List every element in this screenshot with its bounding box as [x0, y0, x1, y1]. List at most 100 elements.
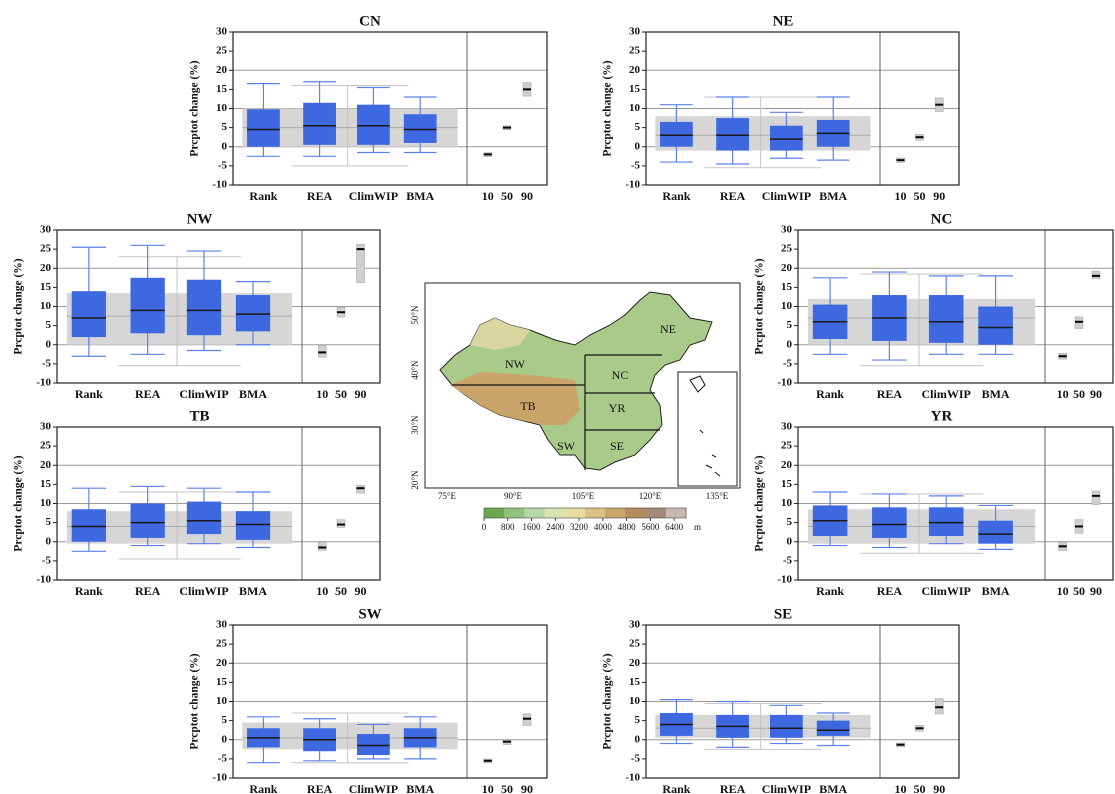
y-tick-label: -10: [777, 574, 792, 586]
percentile-label: 50: [501, 782, 513, 794]
x-tick-label: ClimWIP: [349, 782, 398, 794]
y-tick-label: 20: [781, 459, 793, 471]
y-tick-label: -5: [631, 159, 641, 171]
y-tick-label: 20: [40, 459, 52, 471]
y-axis-label: Prcptot change (%): [754, 455, 766, 551]
colorbar-segment: [665, 508, 687, 518]
percentile-label: 90: [1090, 584, 1102, 598]
percentile-label: 90: [521, 189, 533, 203]
y-tick-label: -5: [783, 357, 793, 369]
colorbar-segment: [605, 508, 626, 518]
y-tick-label: 15: [781, 478, 793, 490]
lon-label: 75°E: [438, 491, 457, 501]
y-tick-label: 30: [40, 421, 52, 433]
percentile-label: 10: [895, 782, 907, 794]
y-tick-label: 15: [629, 83, 641, 95]
box: [130, 277, 165, 334]
region-label: YR: [609, 401, 626, 415]
y-axis-label: Prcptot change (%): [754, 258, 766, 354]
x-tick-label: Rank: [75, 584, 103, 598]
colorbar-unit: m: [694, 522, 701, 532]
x-tick-label: BMA: [239, 584, 267, 598]
y-tick-label: -5: [631, 752, 641, 764]
percentile-label: 10: [482, 782, 494, 794]
colorbar-tick-label: 5600: [641, 522, 660, 532]
y-tick-label: 5: [222, 714, 228, 726]
y-tick-label: -10: [212, 772, 227, 784]
x-tick-label: BMA: [982, 387, 1010, 401]
colorbar-tick-label: 0: [482, 522, 487, 532]
highland: [470, 318, 530, 350]
box: [130, 503, 165, 538]
colorbar-tick-label: 6400: [665, 522, 684, 532]
map: [424, 282, 741, 489]
lon-label: 105°E: [572, 491, 595, 501]
y-tick-label: 15: [216, 83, 228, 95]
percentile-label: 10: [482, 189, 494, 203]
y-tick-label: 10: [781, 497, 793, 509]
box: [71, 291, 106, 338]
y-tick-label: 20: [216, 657, 228, 669]
x-tick-label: BMA: [982, 584, 1010, 598]
inset: [677, 371, 738, 487]
region-label: SE: [610, 439, 624, 453]
y-tick-label: -10: [625, 179, 640, 191]
x-tick-label: ClimWIP: [922, 584, 971, 598]
y-tick-label: 0: [46, 338, 52, 350]
percentile-label: 10: [316, 387, 328, 401]
x-tick-label: Rank: [816, 387, 844, 401]
x-tick-label: ClimWIP: [179, 387, 228, 401]
y-tick-label: 5: [787, 516, 793, 528]
percentile-label: 50: [335, 387, 347, 401]
box: [357, 104, 390, 145]
y-tick-label: 10: [629, 695, 641, 707]
y-tick-label: 25: [40, 243, 52, 255]
box: [403, 114, 437, 143]
y-tick-label: 25: [216, 638, 228, 650]
box: [928, 507, 964, 537]
box: [357, 734, 390, 756]
y-axis-label: Prcptot change (%): [189, 60, 201, 156]
y-tick-label: 20: [216, 64, 228, 76]
y-tick-label: 10: [40, 300, 52, 312]
y-axis-label: Prcptot change (%): [13, 258, 25, 354]
x-tick-label: BMA: [406, 782, 434, 794]
y-tick-label: -10: [777, 377, 792, 389]
colorbar-segment: [504, 508, 525, 518]
colorbar-segment: [484, 508, 505, 518]
x-tick-label: ClimWIP: [179, 584, 228, 598]
y-axis-label: Prcptot change (%): [602, 653, 614, 749]
y-tick-label: 25: [40, 440, 52, 452]
percentile-label: 10: [316, 584, 328, 598]
percentile-label: 90: [933, 189, 945, 203]
y-tick-label: -5: [218, 752, 228, 764]
percentile-label: 50: [335, 584, 347, 598]
y-tick-label: 10: [781, 300, 793, 312]
chart-title: SE: [774, 606, 792, 622]
chart-title: YR: [931, 408, 953, 424]
y-tick-label: 30: [629, 26, 641, 38]
box: [247, 109, 280, 147]
y-tick-label: 5: [787, 319, 793, 331]
box: [816, 720, 850, 736]
x-tick-label: ClimWIP: [349, 189, 398, 203]
x-tick-label: Rank: [249, 189, 277, 203]
lon-label: 90°E: [504, 491, 523, 501]
x-tick-label: Rank: [249, 782, 277, 794]
y-tick-label: 20: [629, 657, 641, 669]
box: [660, 121, 693, 147]
lat-label: 30°N: [410, 415, 420, 435]
colorbar-tick-label: 800: [501, 522, 515, 532]
percentile-label: 90: [355, 584, 367, 598]
box: [186, 279, 222, 336]
y-tick-label: 5: [46, 319, 52, 331]
y-axis-label: Prcptot change (%): [189, 653, 201, 749]
y-tick-label: 20: [40, 262, 52, 274]
lon-label: 120°E: [639, 491, 662, 501]
y-tick-label: 0: [46, 535, 52, 547]
x-tick-label: Rank: [662, 189, 690, 203]
y-tick-label: 5: [635, 714, 641, 726]
region-label: TB: [520, 399, 535, 413]
y-tick-label: 20: [781, 262, 793, 274]
x-tick-label: REA: [877, 387, 903, 401]
